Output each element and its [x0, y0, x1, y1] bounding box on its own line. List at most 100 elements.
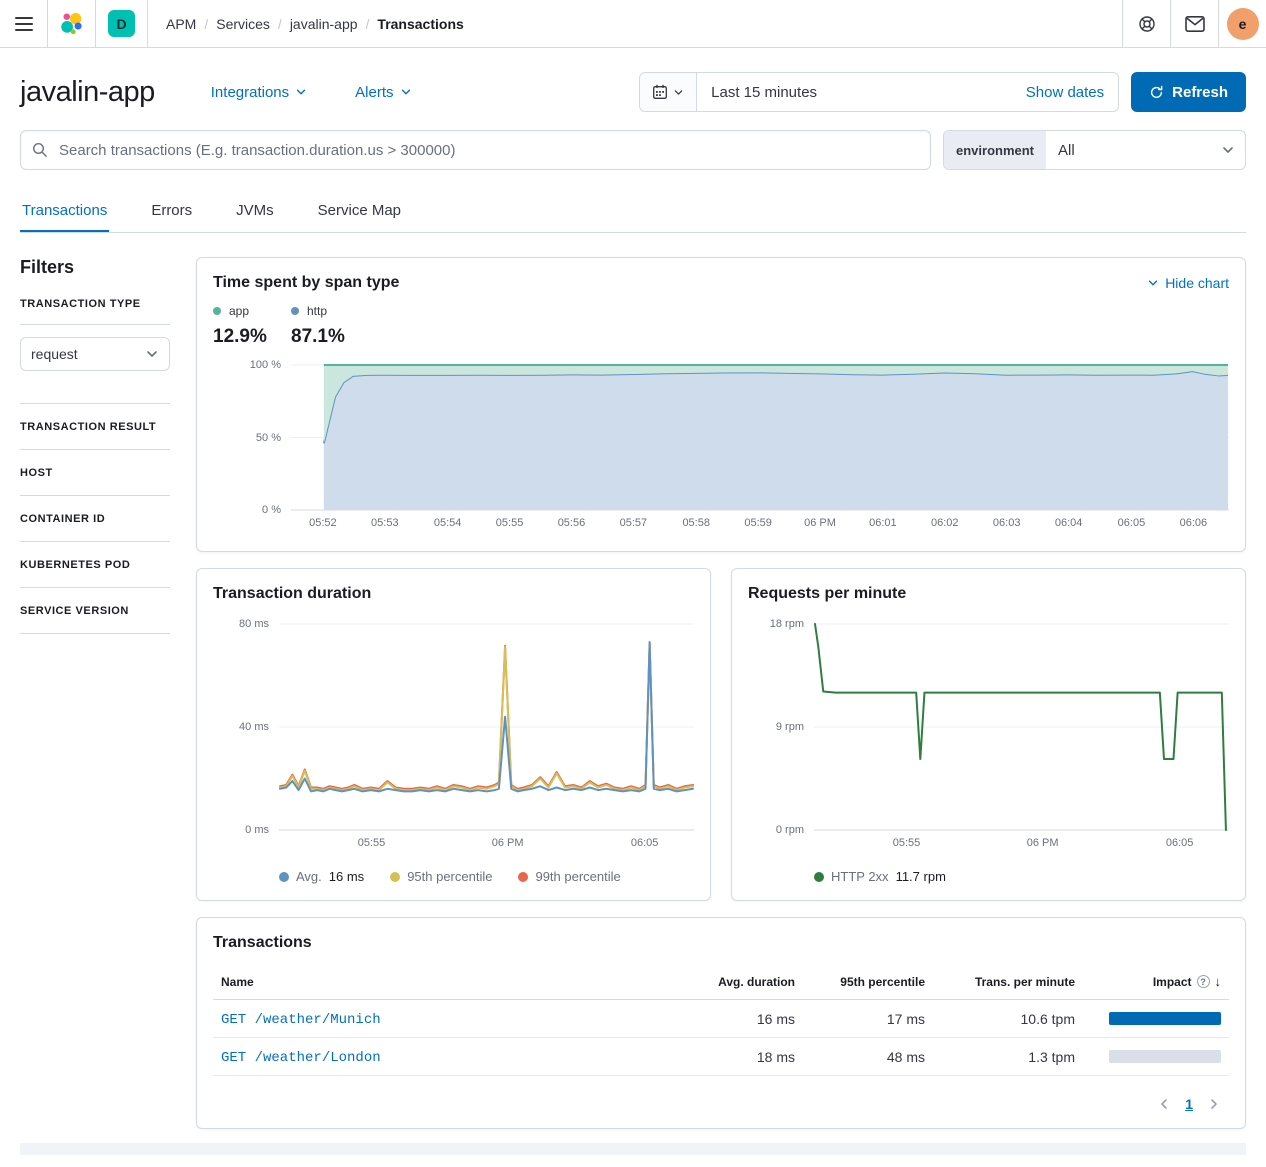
service-tabs: Transactions Errors JVMs Service Map	[20, 190, 1246, 233]
column-header-tpm[interactable]: Trans. per minute	[933, 975, 1083, 989]
breadcrumb: APM / Services / javalin-app / Transacti…	[166, 0, 1122, 47]
divider	[20, 449, 170, 450]
chevron-left-icon	[1161, 1099, 1168, 1109]
integrations-menu[interactable]: Integrations	[211, 84, 307, 101]
p95-cell: 17 ms	[886, 1010, 925, 1027]
duration-x-axis: 05:55 06 PM 06:05	[357, 837, 659, 849]
chevron-down-icon	[674, 89, 683, 95]
legend-item-http[interactable]: http	[291, 304, 369, 318]
transactions-table-title: Transactions	[213, 934, 312, 951]
rpm-chart[interactable]	[814, 623, 1229, 831]
legend-item-95th[interactable]: 95th percentile	[390, 869, 492, 884]
table-row: GET /weather/London 18 ms 48 ms 1.3 tpm	[213, 1038, 1229, 1076]
hide-chart-button[interactable]: Hide chart	[1147, 275, 1229, 291]
breadcrumb-separator: /	[204, 15, 209, 32]
avg-duration-cell: 16 ms	[756, 1010, 795, 1027]
transaction-link-london[interactable]: GET /weather/London	[221, 1049, 381, 1066]
http-percentage: 87.1%	[291, 326, 345, 347]
legend-item-http-2xx[interactable]: HTTP 2xx 11.7 rpm	[814, 869, 946, 884]
duration-y-axis: 80 ms 40 ms 0 ms	[239, 618, 269, 836]
facet-host[interactable]: HOST	[20, 467, 53, 479]
facet-container-id[interactable]: CONTAINER ID	[20, 513, 106, 525]
time-range-value[interactable]: Last 15 minutes	[697, 73, 1012, 111]
calendar-dropdown-button[interactable]	[640, 73, 698, 111]
pagination: 1	[213, 1096, 1229, 1112]
app-series-dot	[213, 307, 221, 315]
tab-service-map[interactable]: Service Map	[316, 190, 403, 232]
legend-item-app[interactable]: app	[213, 304, 291, 318]
breadcrumb-services[interactable]: Services	[216, 15, 270, 32]
column-header-95th[interactable]: 95th percentile	[803, 975, 933, 989]
facet-service-version[interactable]: SERVICE VERSION	[20, 605, 129, 617]
user-avatar[interactable]: e	[1226, 7, 1259, 40]
column-header-avg-duration[interactable]: Avg. duration	[683, 975, 803, 989]
deployment-badge[interactable]: D	[108, 10, 135, 37]
help-button[interactable]	[1137, 14, 1157, 34]
top-navigation-bar: D APM / Services / javalin-app / Transac…	[0, 0, 1266, 48]
divider	[20, 324, 170, 325]
alerts-menu[interactable]: Alerts	[355, 84, 411, 101]
help-lifering-icon	[1138, 15, 1155, 32]
duration-chart[interactable]	[279, 623, 694, 831]
p95-cell: 48 ms	[886, 1048, 925, 1065]
refresh-icon	[1151, 85, 1163, 98]
requests-per-minute-panel: Requests per minute 18 rpm 9 rpm 0 rpm 05:…	[731, 568, 1246, 901]
divider	[20, 541, 170, 542]
facet-transaction-type[interactable]: TRANSACTION TYPE	[20, 298, 141, 310]
breadcrumb-apm[interactable]: APM	[166, 15, 197, 32]
show-dates-button[interactable]: Show dates	[1011, 73, 1119, 111]
facet-kubernetes-pod[interactable]: KUBERNETES POD	[20, 559, 131, 571]
calendar-icon	[653, 84, 668, 99]
elastic-logo[interactable]	[59, 11, 85, 37]
environment-select[interactable]: environment All	[943, 130, 1246, 170]
transaction-duration-panel: Transaction duration 80 ms 40 ms 0 ms 05:5…	[196, 568, 711, 901]
service-header: javalin-app Integrations Alerts Last 15 …	[20, 72, 1246, 112]
breadcrumb-current: Transactions	[377, 15, 464, 32]
tab-transactions[interactable]: Transactions	[20, 190, 110, 232]
chevron-down-icon	[297, 89, 306, 95]
breadcrumb-separator: /	[277, 15, 282, 32]
tab-jvms[interactable]: JVMs	[234, 190, 276, 232]
tab-errors[interactable]: Errors	[149, 190, 194, 232]
divider	[20, 633, 170, 634]
column-header-name[interactable]: Name	[213, 975, 683, 989]
next-page-button[interactable]	[1207, 1097, 1221, 1111]
chevron-down-icon	[147, 351, 157, 357]
span-type-y-axis: 100 % 50 % 0 %	[249, 359, 281, 516]
transaction-link-munich[interactable]: GET /weather/Munich	[221, 1011, 381, 1028]
avg-series-dot	[279, 871, 289, 882]
menu-icon[interactable]	[9, 11, 39, 37]
refresh-button[interactable]: Refresh	[1131, 72, 1246, 112]
span-type-x-axis: 05:52 05:53 05:54 05:55 05:56 05:57 05:58 05:59…	[309, 517, 1208, 529]
tpm-cell: 10.6 tpm	[1020, 1010, 1075, 1027]
transaction-duration-title: Transaction duration	[213, 585, 372, 602]
rpm-y-axis: 18 rpm 9 rpm 0 rpm	[769, 618, 804, 836]
notifications-button[interactable]	[1184, 15, 1205, 32]
p95-series-dot	[390, 871, 401, 882]
column-header-impact[interactable]: Impact ? ↓	[1083, 974, 1229, 989]
span-type-title: Time spent by span type	[213, 274, 400, 291]
search-icon	[32, 142, 47, 157]
chevron-down-icon	[1149, 280, 1158, 286]
facet-transaction-result[interactable]: TRANSACTION RESULT	[20, 421, 157, 433]
impact-bar	[1109, 1050, 1221, 1063]
legend-item-99th[interactable]: 99th percentile	[518, 869, 621, 884]
table-row: GET /weather/Munich 16 ms 17 ms 10.6 tpm	[213, 1000, 1229, 1038]
page-number-1[interactable]: 1	[1185, 1096, 1193, 1112]
search-transactions-input[interactable]	[20, 130, 931, 170]
legend-item-avg[interactable]: Avg. 16 ms	[279, 869, 364, 884]
transaction-type-select[interactable]: request	[20, 337, 170, 371]
tpm-cell: 1.3 tpm	[1028, 1048, 1075, 1065]
breadcrumb-service[interactable]: javalin-app	[289, 15, 358, 32]
http-series-dot	[291, 307, 299, 315]
sort-descending-icon: ↓	[1214, 974, 1222, 989]
avg-duration-value: 16 ms	[328, 869, 365, 884]
environment-label: environment	[944, 131, 1047, 169]
previous-page-button[interactable]	[1157, 1097, 1171, 1111]
elastic-logo-icon	[60, 12, 82, 34]
p99-series-dot	[518, 871, 529, 882]
span-type-chart[interactable]	[291, 364, 1229, 511]
chevron-down-icon	[401, 89, 410, 95]
filters-title: Filters	[20, 257, 75, 277]
avg-duration-cell: 18 ms	[756, 1048, 795, 1065]
